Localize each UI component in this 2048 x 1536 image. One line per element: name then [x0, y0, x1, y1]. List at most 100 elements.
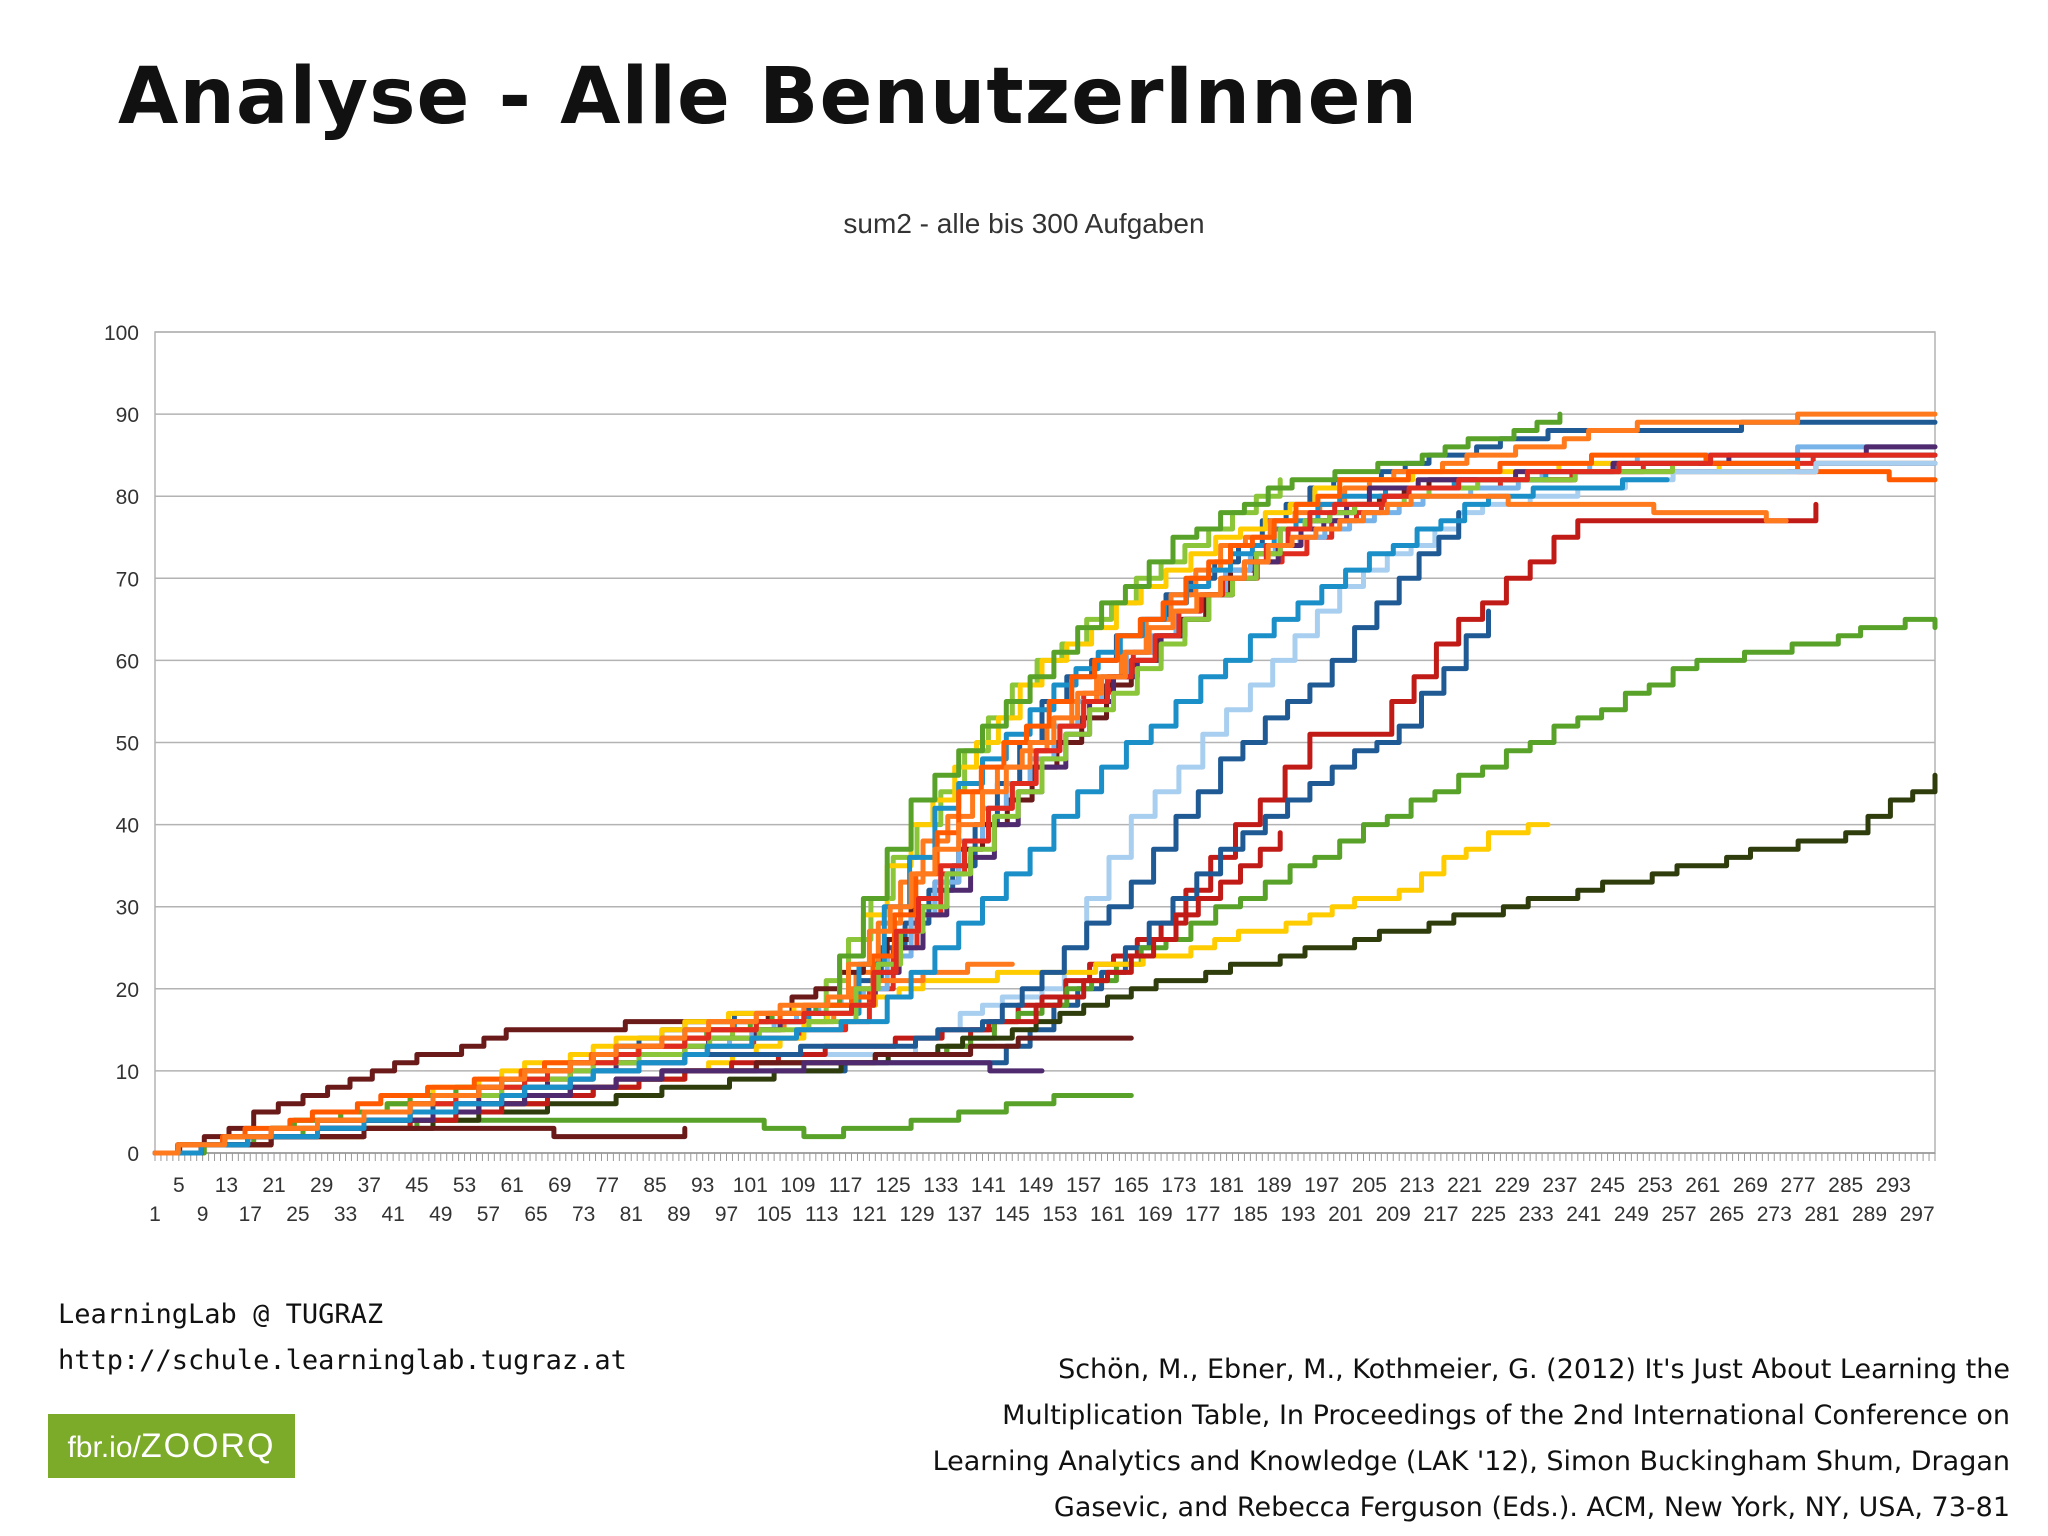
series-line [152, 493, 1789, 1156]
x-tick-label: 297 [1900, 1203, 1935, 1226]
x-tick-label: 173 [1161, 1174, 1196, 1197]
x-tick-label: 5 [173, 1174, 185, 1197]
x-tick-label: 281 [1804, 1203, 1839, 1226]
x-tick-label: 201 [1328, 1203, 1363, 1226]
x-tick-label: 53 [453, 1174, 476, 1197]
x-tick-label: 141 [971, 1174, 1006, 1197]
y-tick-label: 40 [116, 815, 139, 838]
x-tick-label: 29 [310, 1174, 333, 1197]
y-tick-label: 10 [116, 1061, 139, 1084]
citation-line: Gasevic, and Rebecca Ferguson (Eds.). AC… [1053, 1492, 2010, 1523]
series-line [152, 477, 1670, 1156]
x-tick-label: 41 [381, 1203, 404, 1226]
x-tick-label: 221 [1447, 1174, 1482, 1197]
x-tick-label: 97 [715, 1203, 738, 1226]
x-tick-label: 229 [1495, 1174, 1530, 1197]
x-tick-label: 249 [1614, 1203, 1649, 1226]
x-tick-label: 293 [1876, 1174, 1911, 1197]
lab-info: LearningLab @ TUGRAZ http://schule.learn… [58, 1292, 627, 1384]
x-tick-label: 185 [1233, 1203, 1268, 1226]
series-line [152, 452, 1938, 1156]
axes [154, 1152, 1936, 1161]
slide-title: Analyse - Alle BenutzerInnen [118, 52, 1418, 142]
y-tick-label: 70 [116, 568, 139, 591]
x-tick-label: 205 [1352, 1174, 1387, 1197]
x-tick-label: 161 [1090, 1203, 1125, 1226]
x-tick-label: 25 [286, 1203, 309, 1226]
x-tick-label: 213 [1400, 1174, 1435, 1197]
y-tick-label: 90 [116, 404, 139, 427]
x-tick-label: 101 [733, 1174, 768, 1197]
x-tick-labels: 5 13 21 29 37 45 53 61 69 77 85 93 101 109 117 125 133 14… [149, 1174, 1935, 1226]
x-tick-label: 145 [995, 1203, 1030, 1226]
y-tick-label: 30 [116, 897, 139, 920]
badge-code: ZOORQ [140, 1427, 276, 1465]
x-tick-label: 69 [548, 1174, 571, 1197]
x-tick-label: 153 [1042, 1203, 1077, 1226]
x-tick-label: 85 [643, 1174, 666, 1197]
x-tick-label: 37 [358, 1174, 381, 1197]
x-tick-label: 73 [572, 1203, 595, 1226]
x-tick-label: 245 [1590, 1174, 1625, 1197]
x-tick-label: 93 [691, 1174, 714, 1197]
x-tick-label: 125 [876, 1174, 911, 1197]
x-tick-label: 57 [477, 1203, 500, 1226]
citation-line: Schön, M., Ebner, M., Kothmeier, G. (201… [1058, 1354, 2010, 1385]
x-tick-label: 237 [1542, 1174, 1577, 1197]
x-tick-label: 13 [215, 1174, 238, 1197]
x-tick-label: 65 [524, 1203, 547, 1226]
x-tick-label: 181 [1209, 1174, 1244, 1197]
x-tick-label: 165 [1114, 1174, 1149, 1197]
citation-line: Learning Analytics and Knowledge (LAK '1… [932, 1446, 2010, 1477]
y-tick-label: 50 [116, 733, 139, 756]
lab-url[interactable]: http://schule.learninglab.tugraz.at [58, 1345, 627, 1376]
x-tick-label: 137 [947, 1203, 982, 1226]
x-tick-label: 265 [1709, 1203, 1744, 1226]
y-tick-label: 60 [116, 650, 139, 673]
x-tick-label: 197 [1304, 1174, 1339, 1197]
x-tick-label: 217 [1423, 1203, 1458, 1226]
line-chart: 0 10 20 30 40 50 60 70 80 90 100 5 13 21 29 37 45 53 61 69… [104, 322, 1938, 1226]
x-tick-label: 189 [1257, 1174, 1292, 1197]
y-tick-labels: 0 10 20 30 40 50 60 70 80 90 100 [104, 322, 139, 1166]
citation-line: Multiplication Table, In Proceedings of … [1002, 1400, 2010, 1431]
x-tick-label: 117 [829, 1174, 862, 1197]
x-tick-label: 133 [923, 1174, 958, 1197]
y-tick-label: 0 [127, 1143, 139, 1166]
x-tick-label: 113 [805, 1203, 838, 1226]
x-tick-label: 273 [1757, 1203, 1792, 1226]
x-tick-label: 81 [620, 1203, 643, 1226]
y-tick-label: 100 [104, 322, 139, 345]
badge-prefix: fbr.io/ [67, 1431, 141, 1464]
grid-lines [154, 331, 1936, 1154]
short-link-badge[interactable]: fbr.io/ZOORQ [48, 1414, 295, 1478]
x-tick-label: 21 [262, 1174, 285, 1197]
x-tick-label: 149 [1019, 1174, 1054, 1197]
x-tick-label: 253 [1638, 1174, 1673, 1197]
x-tick-label: 225 [1471, 1203, 1506, 1226]
x-tick-label: 241 [1566, 1203, 1601, 1226]
series-lines [152, 411, 1938, 1156]
x-tick-label: 17 [239, 1203, 262, 1226]
lab-name: LearningLab @ TUGRAZ [58, 1299, 384, 1330]
x-tick-label: 177 [1185, 1203, 1220, 1226]
x-tick-label: 269 [1733, 1174, 1768, 1197]
x-tick-label: 1 [149, 1203, 161, 1226]
x-tick-label: 49 [429, 1203, 452, 1226]
x-tick-label: 89 [667, 1203, 690, 1226]
x-tick-label: 169 [1138, 1203, 1173, 1226]
x-tick-label: 121 [852, 1203, 887, 1226]
x-tick-label: 277 [1781, 1174, 1816, 1197]
x-tick-label: 193 [1280, 1203, 1315, 1226]
x-tick-label: 129 [899, 1203, 934, 1226]
x-tick-label: 105 [757, 1203, 792, 1226]
x-tick-label: 233 [1519, 1203, 1554, 1226]
x-tick-label: 9 [197, 1203, 209, 1226]
y-tick-label: 20 [116, 979, 139, 1002]
x-tick-label: 261 [1685, 1174, 1720, 1197]
x-tick-label: 77 [596, 1174, 619, 1197]
x-tick-label: 33 [334, 1203, 357, 1226]
x-tick-label: 257 [1661, 1203, 1696, 1226]
y-tick-label: 80 [116, 486, 139, 509]
x-tick-label: 209 [1376, 1203, 1411, 1226]
